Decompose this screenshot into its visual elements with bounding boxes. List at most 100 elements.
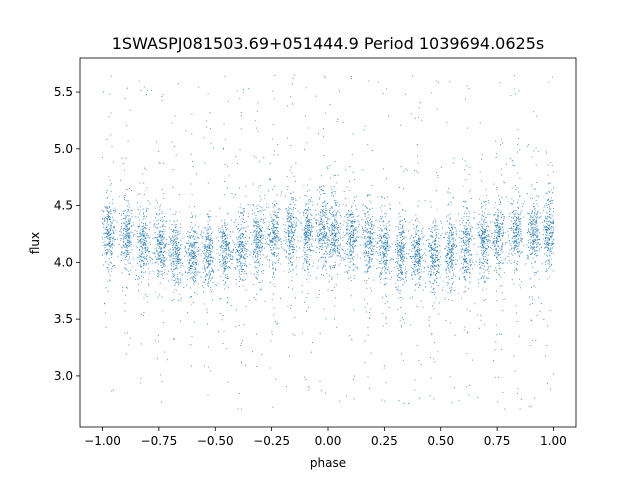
- data-point: [396, 262, 399, 264]
- data-point: [336, 247, 338, 249]
- data-point: [403, 256, 405, 258]
- data-point: [245, 253, 247, 255]
- data-point: [304, 233, 306, 235]
- data-point: [178, 284, 180, 286]
- data-point: [272, 230, 274, 232]
- data-point: [371, 257, 373, 260]
- data-point: [101, 254, 104, 256]
- data-point: [275, 241, 277, 243]
- data-point: [367, 269, 369, 271]
- data-point: [365, 245, 367, 247]
- data-point: [334, 240, 336, 242]
- data-point: [371, 237, 373, 239]
- data-point: [163, 272, 165, 274]
- data-point: [398, 241, 401, 244]
- data-point: [209, 219, 211, 221]
- data-point: [161, 212, 163, 214]
- data-point: [260, 238, 262, 240]
- data-point: [186, 284, 188, 286]
- data-point: [126, 250, 128, 252]
- data-point: [318, 240, 320, 242]
- data-point: [349, 232, 351, 235]
- data-point: [286, 245, 289, 247]
- data-point: [271, 331, 273, 333]
- data-point: [354, 264, 356, 266]
- data-point: [205, 279, 207, 281]
- data-point: [400, 271, 402, 273]
- data-point: [140, 235, 142, 237]
- data-point: [193, 246, 195, 248]
- data-point: [369, 218, 371, 220]
- data-point: [380, 273, 382, 275]
- data-point: [204, 162, 206, 164]
- data-point: [174, 234, 176, 236]
- data-point: [399, 319, 401, 321]
- data-point: [370, 260, 373, 262]
- data-point: [183, 265, 185, 267]
- data-point: [383, 233, 385, 235]
- data-point: [297, 210, 299, 212]
- data-point: [208, 270, 210, 272]
- data-point: [192, 262, 194, 264]
- data-point: [434, 247, 436, 249]
- data-point: [171, 262, 173, 264]
- data-point: [287, 214, 290, 216]
- data-point: [261, 242, 263, 244]
- data-point: [194, 264, 196, 266]
- data-point: [322, 127, 324, 129]
- data-point: [306, 268, 309, 270]
- data-point: [261, 235, 263, 237]
- data-point: [269, 162, 271, 164]
- data-point: [206, 260, 208, 262]
- data-point: [158, 161, 160, 163]
- data-point: [371, 232, 373, 234]
- data-point: [146, 94, 148, 96]
- data-point: [412, 267, 414, 270]
- data-point: [410, 324, 412, 326]
- data-point: [142, 242, 144, 244]
- data-point: [386, 254, 388, 256]
- data-point: [364, 271, 366, 273]
- data-point: [375, 219, 377, 221]
- data-point: [333, 251, 335, 253]
- data-point: [296, 256, 298, 259]
- data-point: [425, 240, 427, 242]
- data-point: [269, 247, 271, 249]
- data-point: [253, 155, 255, 157]
- data-point: [370, 308, 372, 310]
- data-point: [328, 251, 331, 253]
- data-point: [290, 261, 292, 263]
- data-point: [289, 235, 291, 237]
- data-point: [111, 232, 113, 234]
- data-point: [352, 221, 354, 223]
- data-point: [419, 101, 421, 103]
- data-point: [308, 234, 310, 237]
- data-point: [374, 232, 376, 234]
- data-point: [195, 273, 197, 275]
- data-point: [433, 254, 435, 256]
- data-point: [433, 398, 435, 400]
- data-point: [326, 216, 328, 218]
- data-point: [237, 228, 239, 230]
- data-point: [121, 247, 123, 249]
- data-point: [229, 256, 231, 258]
- data-point: [277, 230, 280, 232]
- data-point: [128, 262, 130, 264]
- data-point: [106, 267, 108, 269]
- data-point: [322, 238, 324, 240]
- data-point: [159, 163, 161, 165]
- data-point: [194, 276, 196, 278]
- data-point: [146, 254, 148, 256]
- data-point: [122, 241, 124, 243]
- data-point: [158, 256, 160, 258]
- data-point: [140, 228, 142, 230]
- data-point: [308, 387, 310, 389]
- data-point: [222, 247, 224, 249]
- data-point: [205, 259, 208, 261]
- data-point: [291, 199, 293, 201]
- data-point: [169, 208, 171, 210]
- data-point: [308, 306, 310, 308]
- data-point: [320, 228, 322, 230]
- data-point: [221, 233, 223, 235]
- data-point: [412, 255, 414, 257]
